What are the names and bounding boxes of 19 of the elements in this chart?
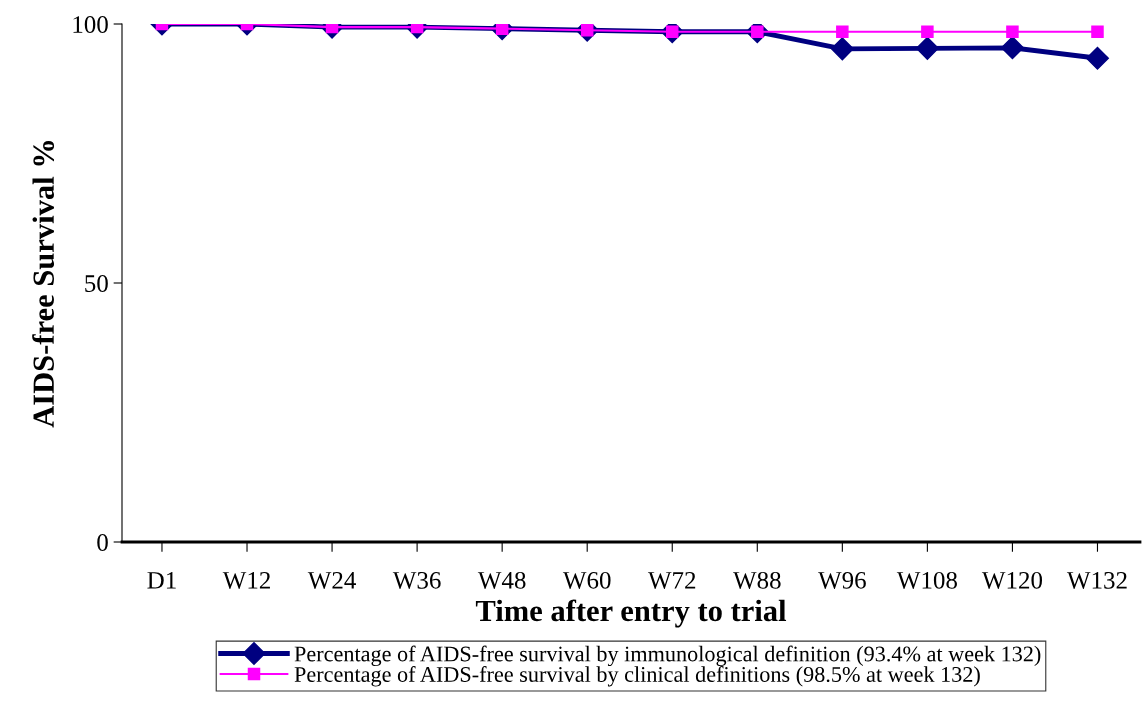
- x-tick-label: W24: [307, 571, 356, 589]
- y-tick-label: 100: [73, 16, 108, 33]
- y-tick-label: 50: [85, 275, 108, 292]
- y-tick-label: 0: [97, 534, 108, 551]
- x-tick-label: W96: [818, 571, 866, 589]
- y-axis-title: AIDS-free Survival %: [32, 141, 55, 428]
- legend-label: Percentage of AIDS-free survival by immunological definition (93.4% at week 132): [294, 645, 1041, 667]
- x-tick-label: W72: [647, 571, 696, 589]
- legend-label: Percentage of AIDS-free survival by clinical definitions (98.5% at week 132): [294, 666, 980, 687]
- x-tick-label: W108: [896, 571, 957, 589]
- x-axis-title: Time after entry to trial: [475, 599, 787, 628]
- x-tick-label: W120: [981, 571, 1043, 589]
- x-tick-label: W12: [222, 571, 270, 589]
- x-tick-label: W60: [562, 571, 611, 589]
- x-tick-label: W88: [733, 571, 781, 589]
- x-tick-label: W36: [392, 571, 441, 589]
- x-tick-label: W48: [477, 571, 526, 589]
- x-tick-label: D1: [147, 572, 176, 589]
- x-tick-label: W132: [1066, 571, 1127, 589]
